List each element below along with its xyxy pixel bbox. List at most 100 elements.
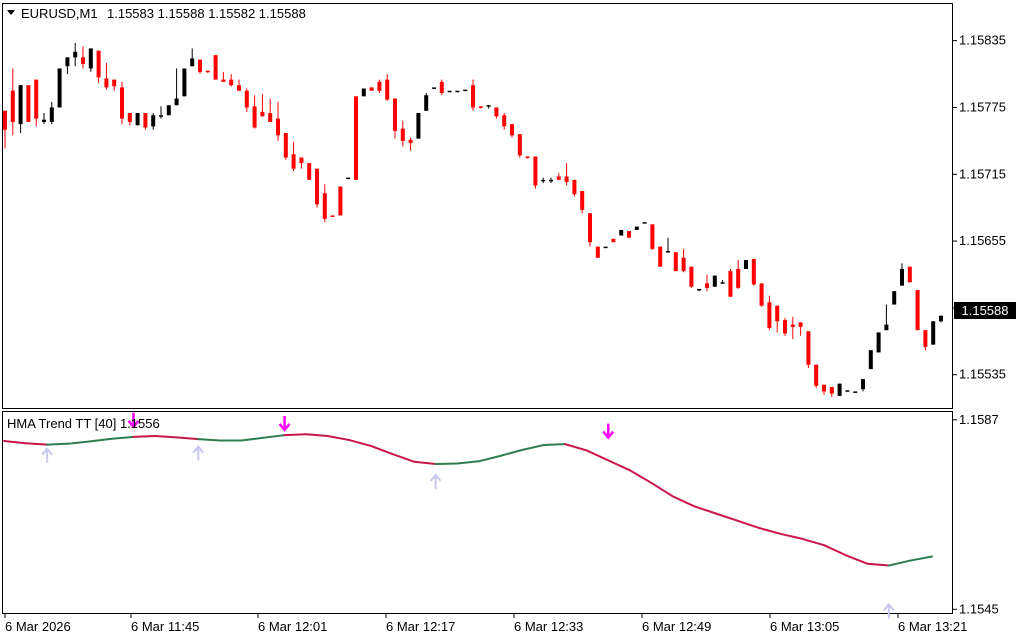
candle [525, 156, 530, 159]
candle [486, 105, 491, 109]
candle [666, 237, 670, 253]
candle-body [159, 115, 163, 117]
candle [463, 89, 468, 92]
indicator-label[interactable]: HMA Trend TT [40] 1.1556 [7, 416, 160, 431]
candle-body [221, 79, 226, 82]
candle-body [198, 59, 202, 72]
candle-body [884, 324, 889, 331]
candle [42, 113, 46, 125]
candle-body [174, 98, 179, 106]
candle-body [49, 107, 54, 122]
hma-segment [67, 440, 92, 445]
signal-arrows-layer [41, 412, 895, 619]
candle [112, 79, 117, 91]
candle-body [268, 113, 273, 122]
hma-segment [823, 544, 847, 557]
candle-body [634, 226, 639, 230]
candle-body [595, 246, 600, 258]
price-panel [2, 3, 953, 409]
x-tick-label: 6 Mar 11:45 [131, 619, 199, 634]
candle [595, 246, 600, 258]
candle-body [182, 68, 187, 97]
candle [478, 106, 483, 109]
candle-body [923, 330, 928, 347]
hma-segment [650, 481, 675, 498]
candle-body [322, 193, 327, 219]
candle-body [143, 113, 148, 128]
candle-body [892, 291, 897, 305]
candle-body [478, 106, 483, 108]
candle [845, 390, 850, 392]
hma-segment [715, 512, 739, 522]
x-tick-label: 6 Mar 13:05 [770, 619, 839, 634]
candle-body [205, 70, 210, 73]
candle [276, 101, 280, 141]
candle-body [705, 283, 709, 288]
candle-body [814, 364, 819, 386]
candle [720, 280, 725, 284]
current-price-label: 1.15588 [962, 303, 1009, 318]
hma-segment [628, 469, 653, 484]
candle-body [151, 115, 156, 127]
hma-segment [369, 444, 394, 456]
candle [283, 133, 288, 160]
candle [790, 316, 795, 340]
symbol-label[interactable]: EURUSD,M1 [21, 6, 98, 21]
candle [510, 124, 514, 138]
current-price-box [954, 302, 1016, 319]
candle [884, 304, 889, 331]
candle [439, 79, 444, 96]
candle [315, 168, 319, 208]
candle [611, 238, 616, 243]
candle-body [439, 81, 444, 93]
candle [681, 248, 686, 273]
candle-body [377, 81, 382, 91]
candle-body [907, 266, 912, 283]
candle [322, 184, 327, 223]
price-axis: 1.158351.157751.157151.156551.155951.155… [952, 33, 1006, 382]
candle [346, 177, 351, 180]
candle [736, 260, 741, 289]
candle-body [806, 331, 811, 365]
candle-body [642, 222, 647, 224]
candle [120, 81, 124, 125]
candle-body [463, 89, 468, 92]
hma-segment [154, 435, 178, 439]
hma-segment [758, 527, 782, 535]
candle-body [861, 379, 865, 390]
candle-body [10, 90, 15, 122]
candle-body [697, 288, 702, 291]
candle-body [510, 124, 514, 136]
candle-body [572, 179, 577, 195]
candle [65, 57, 70, 75]
candle [159, 106, 163, 119]
ohlc-label: 1.15583 1.15588 1.15582 1.15588 [107, 6, 306, 21]
candle-body [580, 190, 585, 210]
hma-segment [887, 559, 912, 567]
candle-body [135, 113, 140, 126]
candle-body [393, 98, 397, 131]
candle-body [3, 110, 7, 130]
hma-segment [283, 433, 308, 437]
candle-body [416, 113, 421, 139]
candle [361, 88, 366, 97]
candle [650, 224, 655, 250]
hma-segment [456, 460, 480, 465]
candle-body [471, 85, 475, 108]
candle [81, 46, 85, 69]
candle [73, 42, 78, 67]
hma-segment [736, 519, 761, 530]
candle-body [34, 79, 39, 119]
candle [57, 68, 62, 108]
hma-segment [3, 439, 27, 445]
candle [502, 113, 507, 130]
candle [393, 98, 397, 139]
symbol-dropdown-icon[interactable] [7, 10, 15, 15]
candle-body [673, 252, 678, 272]
y-tick-label: 1.15715 [959, 166, 1006, 181]
y-tick-label: 1.1545 [959, 601, 999, 616]
candle-body [338, 186, 343, 216]
candle [198, 59, 202, 75]
candle-body [767, 302, 772, 328]
candle-body [525, 156, 530, 158]
